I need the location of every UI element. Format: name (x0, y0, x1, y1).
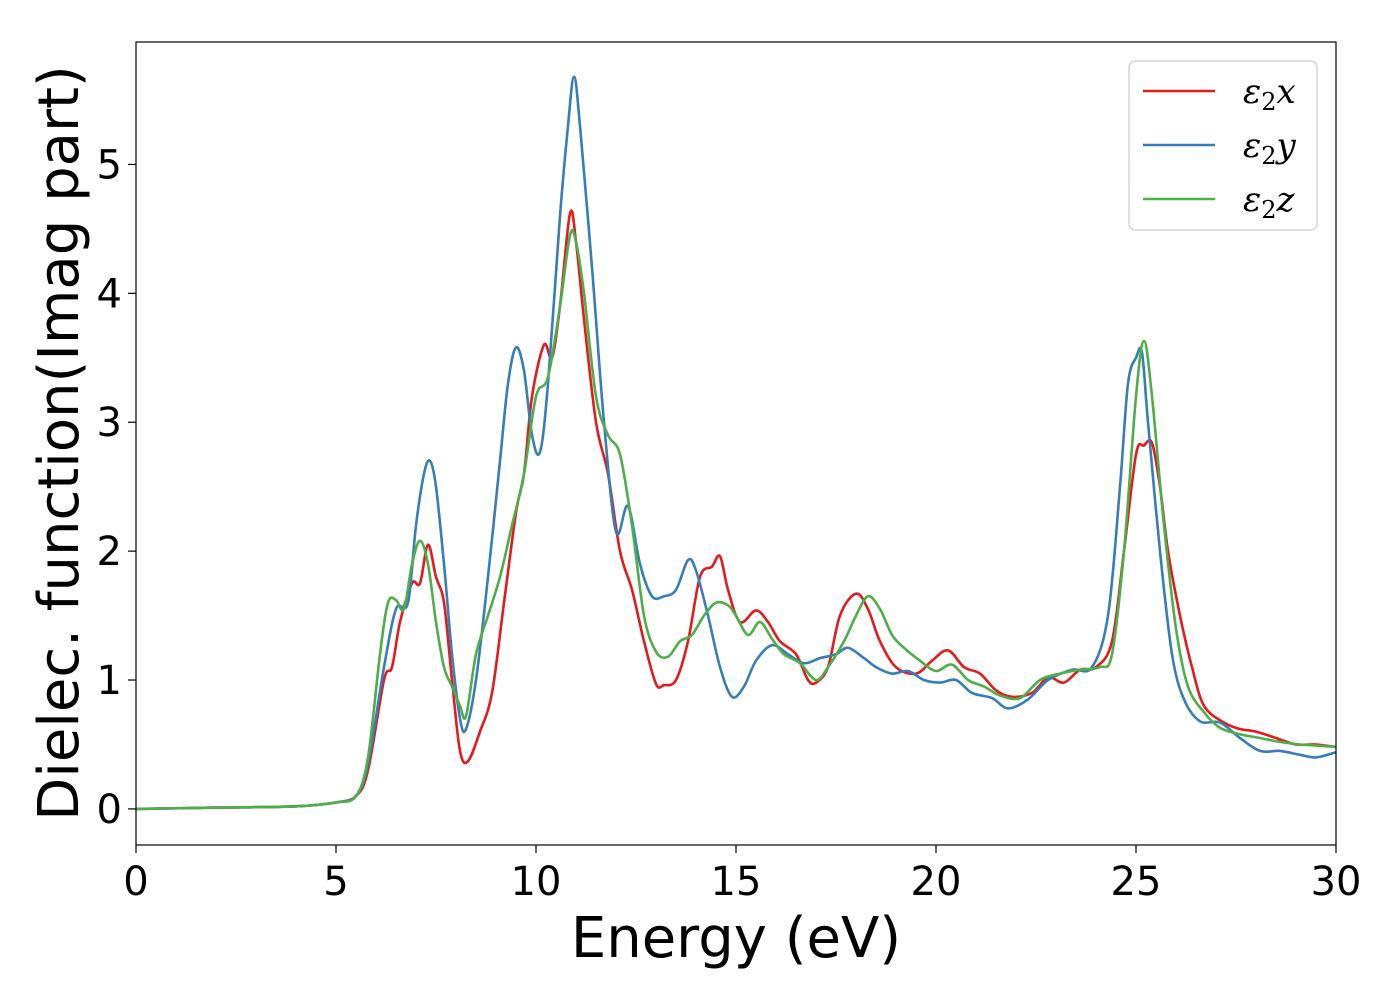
legend: ε2x ε2y ε2z (1128, 60, 1318, 231)
legend-box (1128, 60, 1318, 231)
x-tick-label-30: 30 (1311, 859, 1362, 905)
series-line-x (135, 209, 1337, 811)
y-tick-label-5: 5 (97, 142, 122, 188)
legend-label-z: ε2z (1243, 180, 1296, 224)
x-tick-label-20: 20 (911, 859, 962, 905)
y-tick-label-3: 3 (97, 400, 122, 446)
x-tick-label-25: 25 (1111, 859, 1162, 905)
series-line-y (135, 75, 1337, 811)
y-tick-label-1: 1 (97, 658, 122, 704)
y-axis-label: Dielec. function(Imag part) (27, 65, 92, 821)
series-line-z (135, 228, 1337, 811)
x-tick-label-5: 5 (323, 859, 348, 905)
x-tick-label-10: 10 (511, 859, 562, 905)
legend-label-y: ε2y (1243, 126, 1297, 170)
x-axis: 0 5 10 15 20 25 30 (123, 845, 1361, 905)
y-tick-label-0: 0 (97, 787, 122, 833)
y-axis: 0 1 2 3 4 5 (97, 142, 136, 833)
legend-label-x: ε2x (1243, 72, 1296, 116)
x-tick-label-15: 15 (711, 859, 762, 905)
x-tick-label-0: 0 (123, 859, 148, 905)
x-axis-label: Energy (eV) (571, 906, 901, 971)
y-tick-label-4: 4 (97, 271, 122, 317)
series-layer (135, 75, 1337, 811)
y-tick-label-2: 2 (97, 529, 122, 575)
